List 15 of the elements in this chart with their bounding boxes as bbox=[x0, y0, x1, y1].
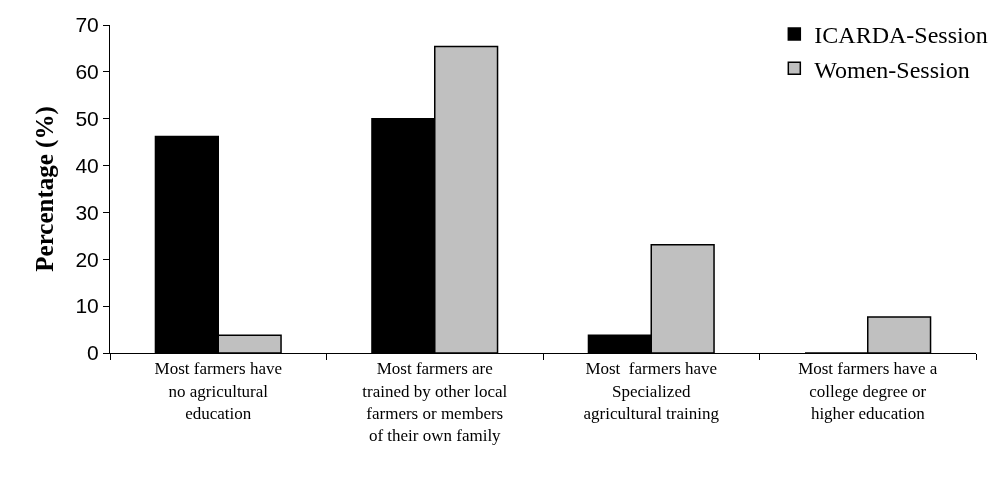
y-tick-label: 30 bbox=[75, 200, 99, 224]
y-tick-label: 70 bbox=[75, 13, 99, 37]
legend-label: ICARDA-Session bbox=[814, 22, 988, 49]
x-tick-label: Most farmers are trained by other local farmers or members of their own family bbox=[362, 359, 508, 445]
y-tick-label: 60 bbox=[75, 60, 99, 84]
x-tick-label: Most farmers have no agricultural education bbox=[154, 359, 282, 423]
y-tick-label: 0 bbox=[87, 341, 99, 365]
legend-label: Women-Session bbox=[814, 56, 970, 83]
y-tick-label: 50 bbox=[75, 107, 99, 131]
x-tick-label: Most farmers have Specialized agricultural training bbox=[583, 359, 720, 423]
y-tick-label: 20 bbox=[75, 247, 99, 271]
y-axis-title: Percentage (%) bbox=[31, 106, 60, 272]
y-tick-label: 40 bbox=[75, 153, 99, 177]
y-tick-label: 10 bbox=[75, 294, 99, 318]
x-tick-label: Most farmers have a college degree or higher education bbox=[798, 359, 938, 423]
